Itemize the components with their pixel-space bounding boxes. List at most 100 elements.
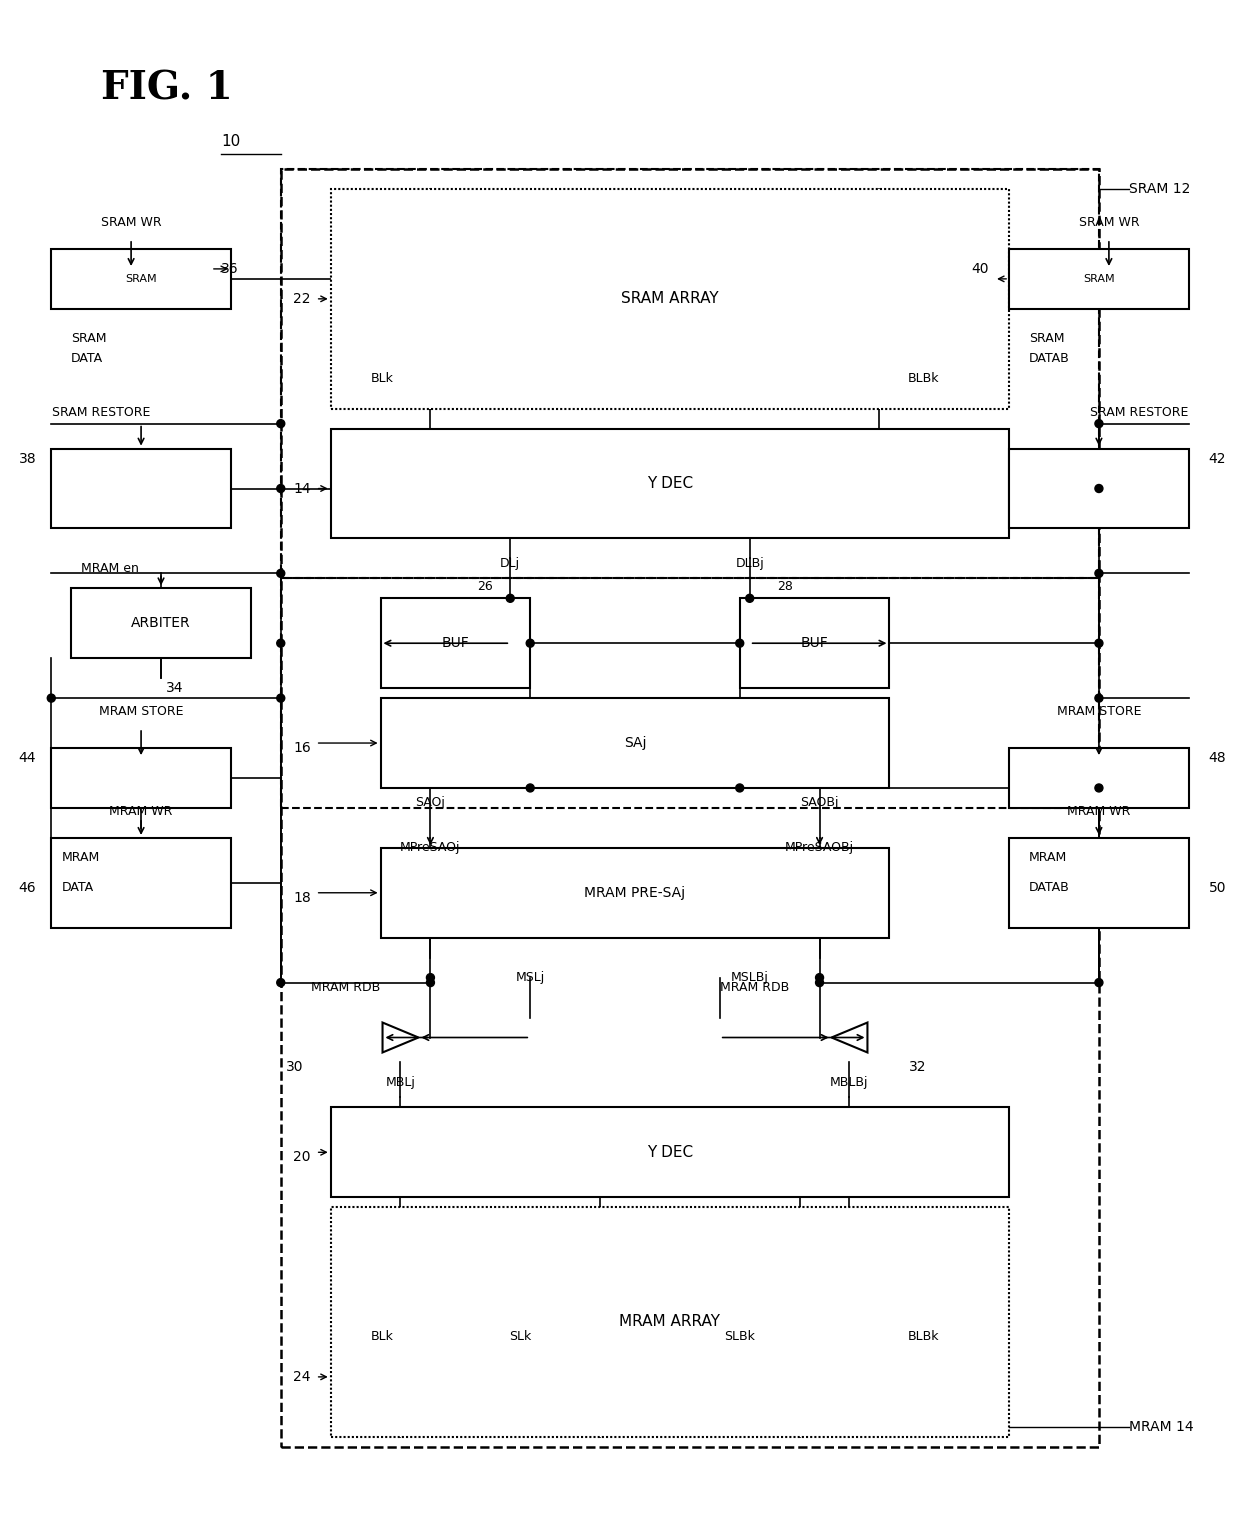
Text: MRAM RDB: MRAM RDB [311, 981, 379, 995]
Text: MRAM WR: MRAM WR [1068, 805, 1131, 817]
Text: DLBj: DLBj [735, 556, 764, 570]
Text: MRAM: MRAM [61, 851, 99, 865]
Text: SRAM WR: SRAM WR [1079, 215, 1140, 229]
Text: MRAM STORE: MRAM STORE [1056, 704, 1141, 718]
Polygon shape [382, 1022, 418, 1053]
Text: SRAM: SRAM [1083, 274, 1115, 284]
Circle shape [745, 594, 754, 602]
Text: SRAM RESTORE: SRAM RESTORE [1090, 405, 1188, 419]
FancyBboxPatch shape [331, 1108, 1009, 1198]
FancyBboxPatch shape [51, 749, 231, 808]
Text: 26: 26 [477, 581, 494, 593]
FancyBboxPatch shape [1009, 837, 1189, 927]
Text: MPreSAOBj: MPreSAOBj [785, 842, 854, 854]
FancyBboxPatch shape [331, 429, 1009, 538]
Text: MRAM 14: MRAM 14 [1128, 1420, 1193, 1433]
FancyBboxPatch shape [1009, 449, 1189, 529]
Circle shape [277, 694, 285, 701]
Circle shape [1095, 639, 1102, 648]
Text: MSLj: MSLj [516, 972, 544, 984]
Text: 24: 24 [293, 1371, 311, 1384]
FancyBboxPatch shape [331, 1207, 1009, 1436]
Text: Y DEC: Y DEC [647, 1144, 693, 1160]
Text: 10: 10 [221, 134, 241, 150]
Circle shape [1095, 694, 1102, 701]
FancyBboxPatch shape [51, 249, 231, 309]
FancyBboxPatch shape [1009, 249, 1189, 309]
Text: BUF: BUF [801, 636, 828, 651]
Text: BUF: BUF [441, 636, 469, 651]
Circle shape [526, 784, 534, 792]
Circle shape [277, 484, 285, 492]
Text: SAOBj: SAOBj [800, 796, 838, 810]
Text: MBLBj: MBLBj [831, 1076, 869, 1089]
Text: SLBk: SLBk [724, 1331, 755, 1343]
Text: 16: 16 [293, 741, 311, 755]
Text: SLk: SLk [510, 1331, 532, 1343]
Circle shape [506, 594, 515, 602]
Polygon shape [832, 1022, 868, 1053]
Text: ARBITER: ARBITER [131, 616, 191, 630]
Text: MRAM en: MRAM en [81, 562, 139, 575]
Text: 22: 22 [293, 292, 311, 306]
Text: MRAM RDB: MRAM RDB [719, 981, 789, 995]
Text: SAj: SAj [624, 736, 646, 750]
Text: 32: 32 [909, 1060, 926, 1074]
Text: 50: 50 [1209, 880, 1226, 895]
Text: MPreSAOj: MPreSAOj [401, 842, 461, 854]
Circle shape [1095, 484, 1102, 492]
Text: 18: 18 [293, 891, 311, 905]
FancyBboxPatch shape [71, 588, 250, 659]
FancyBboxPatch shape [51, 837, 231, 927]
FancyBboxPatch shape [740, 599, 889, 688]
Circle shape [427, 978, 434, 987]
Text: DLj: DLj [500, 556, 521, 570]
Text: MSLBj: MSLBj [730, 972, 769, 984]
Text: 44: 44 [19, 750, 36, 766]
Circle shape [47, 694, 56, 701]
Circle shape [816, 973, 823, 981]
Text: SAOj: SAOj [415, 796, 445, 810]
FancyBboxPatch shape [381, 848, 889, 938]
Text: SRAM: SRAM [1029, 332, 1065, 345]
Text: 14: 14 [293, 481, 311, 495]
Text: SRAM: SRAM [71, 332, 107, 345]
Text: MRAM PRE-SAj: MRAM PRE-SAj [584, 886, 686, 900]
Circle shape [526, 639, 534, 648]
Text: 28: 28 [776, 581, 792, 593]
Circle shape [735, 639, 744, 648]
Circle shape [277, 570, 285, 578]
Text: 38: 38 [19, 452, 36, 466]
Text: SRAM RESTORE: SRAM RESTORE [52, 405, 150, 419]
FancyBboxPatch shape [51, 449, 231, 529]
Circle shape [277, 978, 285, 987]
Circle shape [1095, 978, 1102, 987]
Text: SRAM 12: SRAM 12 [1128, 182, 1190, 196]
Circle shape [427, 973, 434, 981]
Text: 20: 20 [293, 1151, 311, 1164]
Text: BLBk: BLBk [908, 373, 939, 385]
Text: 48: 48 [1209, 750, 1226, 766]
Circle shape [277, 639, 285, 648]
Text: BLk: BLk [371, 373, 393, 385]
FancyBboxPatch shape [331, 189, 1009, 408]
Circle shape [816, 978, 823, 987]
Circle shape [1095, 784, 1102, 792]
FancyBboxPatch shape [1009, 749, 1189, 808]
Text: DATA: DATA [61, 882, 93, 894]
Text: MRAM WR: MRAM WR [109, 805, 172, 817]
Text: FIG. 1: FIG. 1 [102, 69, 233, 107]
Text: MRAM STORE: MRAM STORE [99, 704, 184, 718]
Text: SRAM WR: SRAM WR [100, 215, 161, 229]
Text: DATAB: DATAB [1029, 882, 1070, 894]
Text: 42: 42 [1209, 452, 1226, 466]
Text: 30: 30 [285, 1060, 304, 1074]
Text: BLBk: BLBk [908, 1331, 939, 1343]
FancyBboxPatch shape [381, 599, 531, 688]
Text: Y DEC: Y DEC [647, 477, 693, 490]
Text: 40: 40 [972, 261, 990, 277]
Text: MRAM: MRAM [1029, 851, 1068, 865]
Text: SRAM ARRAY: SRAM ARRAY [621, 292, 719, 306]
Text: MRAM ARRAY: MRAM ARRAY [620, 1314, 720, 1329]
Text: BLk: BLk [371, 1331, 393, 1343]
